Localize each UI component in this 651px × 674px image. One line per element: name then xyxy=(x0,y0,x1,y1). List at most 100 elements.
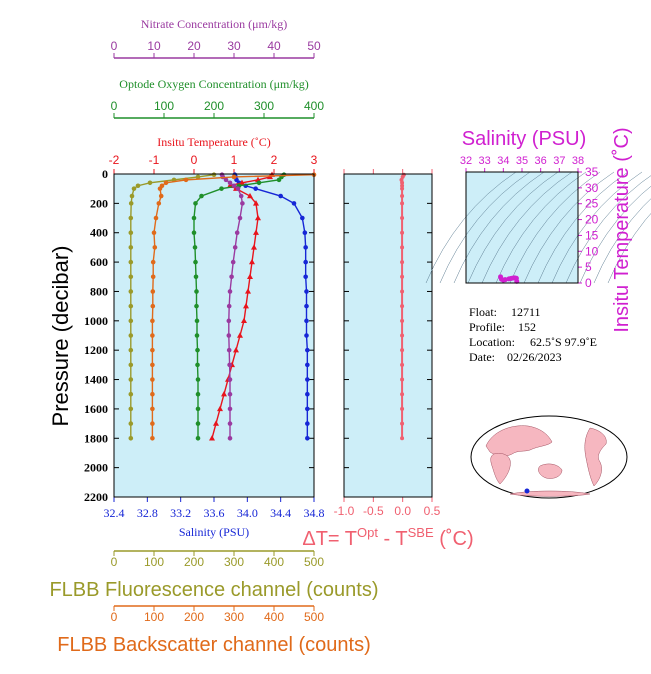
backscatter-data-point xyxy=(158,193,164,199)
pressure-tick-label: 2000 xyxy=(84,461,108,475)
salinity-data-point xyxy=(304,303,309,309)
delta-label-suffix: (˚C) xyxy=(434,528,474,550)
delta-data-point xyxy=(400,406,405,411)
fluorescence-data-point xyxy=(128,406,134,412)
ts-density-contour xyxy=(495,171,587,284)
backscatter-axis-label: FLBB Backscatter channel (counts) xyxy=(57,634,370,656)
oxygen-data-point xyxy=(195,421,201,426)
oxygen-data-point xyxy=(195,362,200,368)
nitrate-tick-label: 30 xyxy=(227,39,241,53)
pressure-tick-label: 600 xyxy=(90,255,108,269)
fluorescence-data-point xyxy=(128,347,134,353)
temperature-data-point xyxy=(251,244,257,250)
backscatter-data-point xyxy=(150,362,155,368)
delta-tick-label: 0.5 xyxy=(424,504,441,518)
backscatter-data-point xyxy=(183,177,189,183)
fluorescence-data-point xyxy=(128,274,134,280)
pressure-tick-label: 400 xyxy=(90,226,108,240)
oxygen-data-point xyxy=(194,303,199,309)
temperature-data-point xyxy=(233,346,239,353)
salinity-data-point xyxy=(305,421,310,426)
nitrate-data-point xyxy=(240,201,245,206)
oxygen-tick-label: 400 xyxy=(304,99,324,113)
delta-data-point xyxy=(400,421,405,426)
fluorescence-data-point xyxy=(128,230,134,236)
nitrate-tick-label: 20 xyxy=(187,39,201,53)
backscatter-tick-label: 300 xyxy=(224,610,244,624)
fluorescence-data-point xyxy=(147,180,153,186)
delta-label-opt: Opt xyxy=(357,525,378,540)
location-value: 62.5˚S 97.9˚E xyxy=(530,335,597,349)
float-value: 12711 xyxy=(511,305,541,319)
salinity-tick-label: 34.8 xyxy=(304,506,325,520)
ts-density-contour xyxy=(509,171,601,284)
nitrate-data-point xyxy=(227,377,233,382)
oxygen-axis-label: Optode Oxygen Concentration (μm/kg) xyxy=(119,77,308,91)
pressure-tick-label: 1000 xyxy=(84,314,108,328)
oxygen-data-point xyxy=(199,193,204,199)
delta-label-mid: - T xyxy=(378,528,408,550)
oxygen-data-point xyxy=(193,274,199,280)
temperature-data-point xyxy=(221,391,227,397)
salinity-data-point xyxy=(305,362,310,368)
delta-data-point xyxy=(400,216,405,221)
oxygen-tick-label: 0 xyxy=(111,99,118,113)
nitrate-data-point xyxy=(226,347,232,353)
fluorescence-data-point xyxy=(195,174,201,180)
nitrate-data-point xyxy=(226,318,232,324)
oxygen-data-point xyxy=(195,347,200,353)
backscatter-data-point xyxy=(150,435,155,441)
backscatter-data-point xyxy=(150,391,155,397)
temperature-tick-label: 1 xyxy=(231,153,238,167)
ts-y-tick-label: 20 xyxy=(585,213,599,227)
backscatter-data-point xyxy=(150,377,155,382)
ts-panel-frame xyxy=(465,171,579,284)
nitrate-axis-label: Nitrate Concentration (μm/kg) xyxy=(141,17,287,31)
fluorescence-data-point xyxy=(128,435,134,441)
salinity-data-point xyxy=(303,274,308,280)
ts-y-tick-label: 10 xyxy=(585,244,599,258)
backscatter-data-point xyxy=(150,347,155,353)
world-map-landmass-australia xyxy=(538,463,563,479)
delta-data-point xyxy=(400,333,405,338)
delta-axis-label: ΔT= TOpt - TSBE (˚C) xyxy=(302,525,473,550)
pressure-tick-label: 1600 xyxy=(84,402,108,416)
salinity-data-point xyxy=(302,230,308,236)
temperature-data-point xyxy=(209,435,215,441)
backscatter-tick-label: 500 xyxy=(304,610,324,624)
oxygen-data-point xyxy=(194,333,200,338)
backscatter-data-point xyxy=(157,186,163,191)
ts-title: Salinity (PSU) xyxy=(462,128,586,150)
temperature-data-point xyxy=(247,192,253,199)
oxygen-data-point xyxy=(193,201,198,206)
fluorescence-tick-label: 100 xyxy=(144,555,164,569)
nitrate-data-point xyxy=(235,186,241,191)
temperature-data-point xyxy=(247,273,253,279)
nitrate-data-point xyxy=(227,435,233,441)
ts-density-contour xyxy=(607,212,651,284)
salinity-tick-label: 33.2 xyxy=(170,506,191,520)
salinity-data-point xyxy=(305,377,310,382)
salinity-data-point xyxy=(305,435,310,441)
fluorescence-tick-label: 400 xyxy=(264,555,284,569)
ts-x-tick-label: 37 xyxy=(553,155,565,167)
world-map-landmass-antarctica xyxy=(509,490,591,497)
delta-label-prefix: ΔT= T xyxy=(302,528,357,550)
backscatter-data-point xyxy=(153,215,159,221)
oxygen-data-point xyxy=(194,289,199,294)
date-value: 02/26/2023 xyxy=(507,350,562,364)
ts-density-contour xyxy=(523,171,615,284)
backscatter-tick-label: 400 xyxy=(264,610,284,624)
fluorescence-tick-label: 300 xyxy=(224,555,244,569)
salinity-data-point xyxy=(303,259,308,265)
fluorescence-data-point xyxy=(128,318,134,324)
ts-x-tick-label: 35 xyxy=(516,155,528,167)
pressure-tick-label: 2200 xyxy=(84,490,108,504)
nitrate-data-point xyxy=(227,421,233,426)
delta-tick-label: 0.0 xyxy=(394,504,411,518)
temperature-data-point xyxy=(255,214,261,221)
backscatter-data-point xyxy=(150,289,156,294)
delta-data-point xyxy=(400,186,405,191)
salinity-data-point xyxy=(303,245,308,250)
